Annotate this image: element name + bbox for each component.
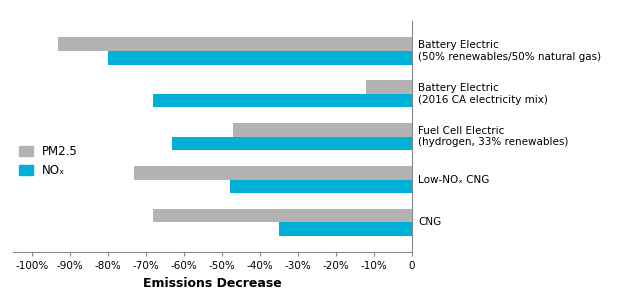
Bar: [279, 222, 412, 236]
Text: Low-NOₓ CNG: Low-NOₓ CNG: [418, 175, 490, 184]
Legend: PM2.5, NOₓ: PM2.5, NOₓ: [18, 145, 78, 177]
Bar: [172, 137, 412, 150]
Bar: [366, 80, 412, 94]
Bar: [233, 123, 412, 137]
X-axis label: Emissions Decrease: Emissions Decrease: [143, 277, 281, 290]
Text: Battery Electric
(50% renewables/50% natural gas): Battery Electric (50% renewables/50% nat…: [418, 40, 602, 61]
Text: Fuel Cell Electric
(hydrogen, 33% renewables): Fuel Cell Electric (hydrogen, 33% renewa…: [418, 126, 569, 147]
Bar: [230, 179, 412, 193]
Bar: [153, 209, 412, 222]
Bar: [58, 37, 412, 51]
Text: CNG: CNG: [418, 217, 442, 228]
Bar: [153, 94, 412, 108]
Text: Battery Electric
(2016 CA electricity mix): Battery Electric (2016 CA electricity mi…: [418, 83, 548, 105]
Bar: [134, 166, 412, 179]
Bar: [108, 51, 412, 64]
